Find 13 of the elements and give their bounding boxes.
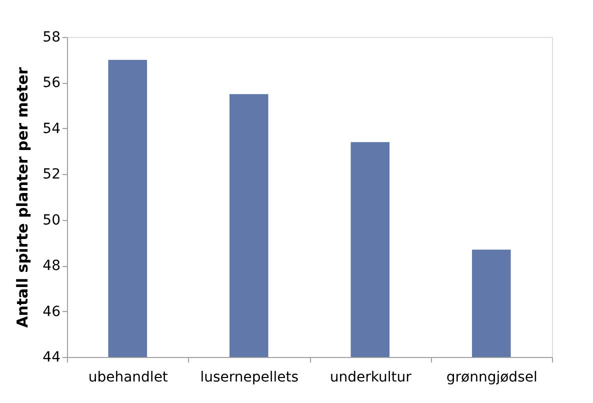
y-tick-label: 46 — [42, 304, 61, 320]
y-tick-label: 58 — [42, 30, 60, 46]
x-tick-label: grønngjødsel — [446, 370, 538, 386]
y-tick-label: 54 — [42, 120, 61, 137]
y-tick-label: 52 — [42, 166, 60, 183]
y-axis-title: Antall spirte planter per meter — [14, 66, 32, 328]
y-tick-label: 56 — [42, 75, 61, 92]
y-tick-label: 48 — [42, 258, 60, 274]
y-tick-label: 50 — [42, 212, 60, 228]
x-tick-label: lusernepellets — [200, 370, 299, 386]
y-tick-label: 44 — [42, 350, 61, 366]
x-tick-label: ubehandlet — [88, 370, 168, 386]
x-tick-label: underkultur — [330, 370, 412, 386]
